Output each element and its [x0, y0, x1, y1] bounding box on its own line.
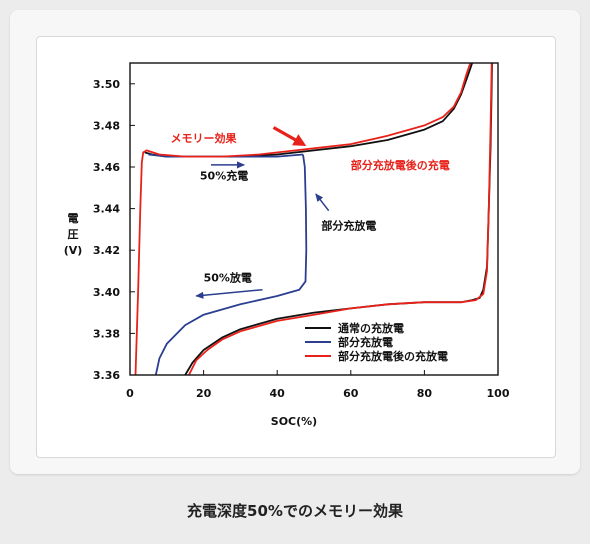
annotation-label: 50%充電 [200, 168, 248, 182]
y-axis-label: (V) [64, 244, 83, 257]
legend-label: 部分充放電 [338, 335, 393, 349]
annotation-arrow [195, 288, 263, 299]
x-tick-label: 20 [196, 387, 212, 400]
series-line-3-seg-2 [188, 63, 493, 375]
y-tick-label: 3.42 [93, 244, 120, 257]
x-tick-label: 40 [270, 387, 286, 400]
legend-label: 部分充放電後の充放電 [338, 349, 448, 363]
figure-caption: 充電深度50%でのメモリー効果 [187, 502, 403, 520]
chart-panel [36, 36, 556, 458]
annotation-arrow [315, 193, 330, 212]
annotation-label: 部分充放電 [321, 218, 376, 232]
plot-frame [129, 62, 499, 376]
x-tick-label: 100 [487, 387, 510, 400]
y-tick-label: 3.44 [93, 203, 120, 216]
series-line-2-seg-2 [154, 154, 308, 375]
y-tick-label: 3.38 [93, 327, 120, 340]
annotation-label: メモリー効果 [170, 131, 236, 145]
y-tick-label: 3.48 [93, 119, 120, 132]
series-line-3-seg-1 [134, 63, 472, 375]
legend-label: 通常の充放電 [338, 321, 404, 335]
x-axis-label: SOC(%) [271, 415, 317, 428]
x-tick-label: 60 [343, 387, 359, 400]
y-tick-label: 3.40 [93, 286, 120, 299]
y-tick-label: 3.50 [93, 78, 120, 91]
annotation-label: 50%放電 [204, 270, 252, 284]
y-axis-label: 圧 [68, 228, 79, 241]
y-tick-label: 3.36 [93, 369, 120, 382]
y-axis-label: 電 [68, 212, 79, 225]
y-tick-label: 3.46 [93, 161, 120, 174]
x-tick-label: 80 [417, 387, 433, 400]
annotation-label: 部分充放電後の充電 [351, 158, 450, 172]
x-tick-label: 0 [126, 387, 134, 400]
chart-card [10, 10, 580, 474]
annotation-arrow [272, 126, 307, 147]
